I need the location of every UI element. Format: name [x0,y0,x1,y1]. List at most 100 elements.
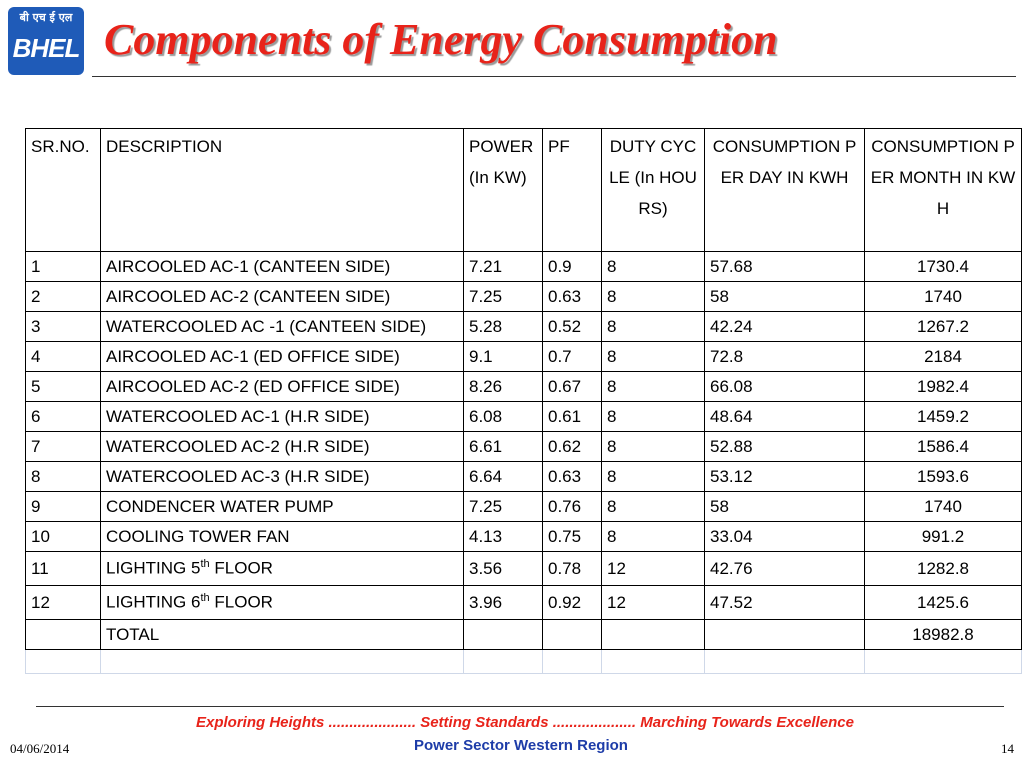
table-row: 1 AIRCOOLED AC-1 (CANTEEN SIDE) 7.21 0.9… [25,251,1022,282]
empty-cell [601,649,705,674]
header-consumption-per-month: CONSUMPTION PER MONTH IN KWH [864,128,1022,252]
footer-divider [36,706,1004,707]
sr-no-cell: 2 [25,281,101,312]
empty-cell [601,619,705,650]
duty-cycle-cell: 8 [601,371,705,402]
per-month-cell: 1593.6 [864,461,1022,492]
per-day-cell: 42.76 [704,551,865,586]
slide-title: Components of Energy Consumption [104,15,778,64]
header-sr-no: SR.NO. [25,128,101,252]
duty-cycle-cell: 8 [601,281,705,312]
sr-no-cell: 3 [25,311,101,342]
ordinal-suffix: th [200,592,210,605]
sr-no-cell: 12 [25,585,101,620]
description-cell: WATERCOOLED AC-1 (H.R SIDE) [100,401,464,432]
power-cell: 3.96 [463,585,543,620]
description-cell: AIRCOOLED AC-1 (ED OFFICE SIDE) [100,341,464,372]
sr-no-cell: 4 [25,341,101,372]
description-cell: COOLING TOWER FAN [100,521,464,552]
pf-cell: 0.92 [542,585,602,620]
description-cell: CONDENCER WATER PUMP [100,491,464,522]
header-duty-cycle: DUTY CYCLE (In HOURS) [601,128,705,252]
per-month-cell: 1459.2 [864,401,1022,432]
per-month-cell: 1740 [864,491,1022,522]
power-cell: 7.25 [463,491,543,522]
table-row: 11 LIGHTING 5th FLOOR 3.56 0.78 12 42.76… [25,551,1022,586]
empty-cell [25,619,101,650]
per-day-cell: 57.68 [704,251,865,282]
per-day-cell: 66.08 [704,371,865,402]
description-cell: AIRCOOLED AC-2 (CANTEEN SIDE) [100,281,464,312]
table-header-row: SR.NO. DESCRIPTION POWER (In KW) PF DUTY… [25,128,1022,252]
empty-cell [100,649,464,674]
header-description: DESCRIPTION [100,128,464,252]
sr-no-cell: 10 [25,521,101,552]
per-month-cell: 1730.4 [864,251,1022,282]
per-month-cell: 1282.8 [864,551,1022,586]
table-row: 10 COOLING TOWER FAN 4.13 0.75 8 33.04 9… [25,521,1022,552]
duty-cycle-cell: 8 [601,341,705,372]
per-month-cell: 1586.4 [864,431,1022,462]
sr-no-cell: 7 [25,431,101,462]
total-value: 18982.8 [864,619,1022,650]
empty-cell [542,619,602,650]
table-row: 12 LIGHTING 6th FLOOR 3.96 0.92 12 47.52… [25,585,1022,620]
power-cell: 7.21 [463,251,543,282]
pf-cell: 0.63 [542,281,602,312]
description-cell: LIGHTING 5th FLOOR [100,551,464,586]
pf-cell: 0.52 [542,311,602,342]
description-cell: AIRCOOLED AC-2 (ED OFFICE SIDE) [100,371,464,402]
power-cell: 6.64 [463,461,543,492]
per-day-cell: 48.64 [704,401,865,432]
empty-cell [864,649,1022,674]
table-row: 6 WATERCOOLED AC-1 (H.R SIDE) 6.08 0.61 … [25,401,1022,432]
power-cell: 6.08 [463,401,543,432]
header-pf: PF [542,128,602,252]
empty-cell [463,619,543,650]
table-row: 8 WATERCOOLED AC-3 (H.R SIDE) 6.64 0.63 … [25,461,1022,492]
table-row: 9 CONDENCER WATER PUMP 7.25 0.76 8 58 17… [25,491,1022,522]
power-cell: 3.56 [463,551,543,586]
per-day-cell: 53.12 [704,461,865,492]
duty-cycle-cell: 8 [601,251,705,282]
empty-cell [704,649,865,674]
total-label: TOTAL [100,619,464,650]
pf-cell: 0.75 [542,521,602,552]
sr-no-cell: 9 [25,491,101,522]
table-row: 4 AIRCOOLED AC-1 (ED OFFICE SIDE) 9.1 0.… [25,341,1022,372]
empty-cell [704,619,865,650]
per-month-cell: 1425.6 [864,585,1022,620]
sr-no-cell: 6 [25,401,101,432]
table-row: 5 AIRCOOLED AC-2 (ED OFFICE SIDE) 8.26 0… [25,371,1022,402]
pf-cell: 0.9 [542,251,602,282]
footer-tagline: Exploring Heights ..................... … [196,714,854,731]
description-text: FLOOR [209,558,273,578]
pf-cell: 0.67 [542,371,602,402]
duty-cycle-cell: 8 [601,491,705,522]
duty-cycle-cell: 12 [601,551,705,586]
duty-cycle-cell: 8 [601,401,705,432]
energy-consumption-table: SR.NO. DESCRIPTION POWER (In KW) PF DUTY… [25,128,1022,674]
per-day-cell: 58 [704,281,865,312]
power-cell: 6.61 [463,431,543,462]
sr-no-cell: 5 [25,371,101,402]
empty-cell [542,649,602,674]
power-cell: 8.26 [463,371,543,402]
table-row: 7 WATERCOOLED AC-2 (H.R SIDE) 6.61 0.62 … [25,431,1022,462]
footer-region: Power Sector Western Region [414,737,628,754]
per-month-cell: 1267.2 [864,311,1022,342]
header-consumption-per-day: CONSUMPTION PER DAY IN KWH [704,128,865,252]
pf-cell: 0.76 [542,491,602,522]
description-text: LIGHTING 6 [106,592,201,612]
blank-row [25,649,1022,674]
per-day-cell: 47.52 [704,585,865,620]
bhel-logo: बी एच ई एल BHEL [8,7,84,75]
title-divider [92,76,1016,77]
description-cell: WATERCOOLED AC -1 (CANTEEN SIDE) [100,311,464,342]
description-text: FLOOR [209,592,273,612]
duty-cycle-cell: 8 [601,431,705,462]
empty-cell [463,649,543,674]
duty-cycle-cell: 12 [601,585,705,620]
empty-cell [25,649,101,674]
per-day-cell: 58 [704,491,865,522]
